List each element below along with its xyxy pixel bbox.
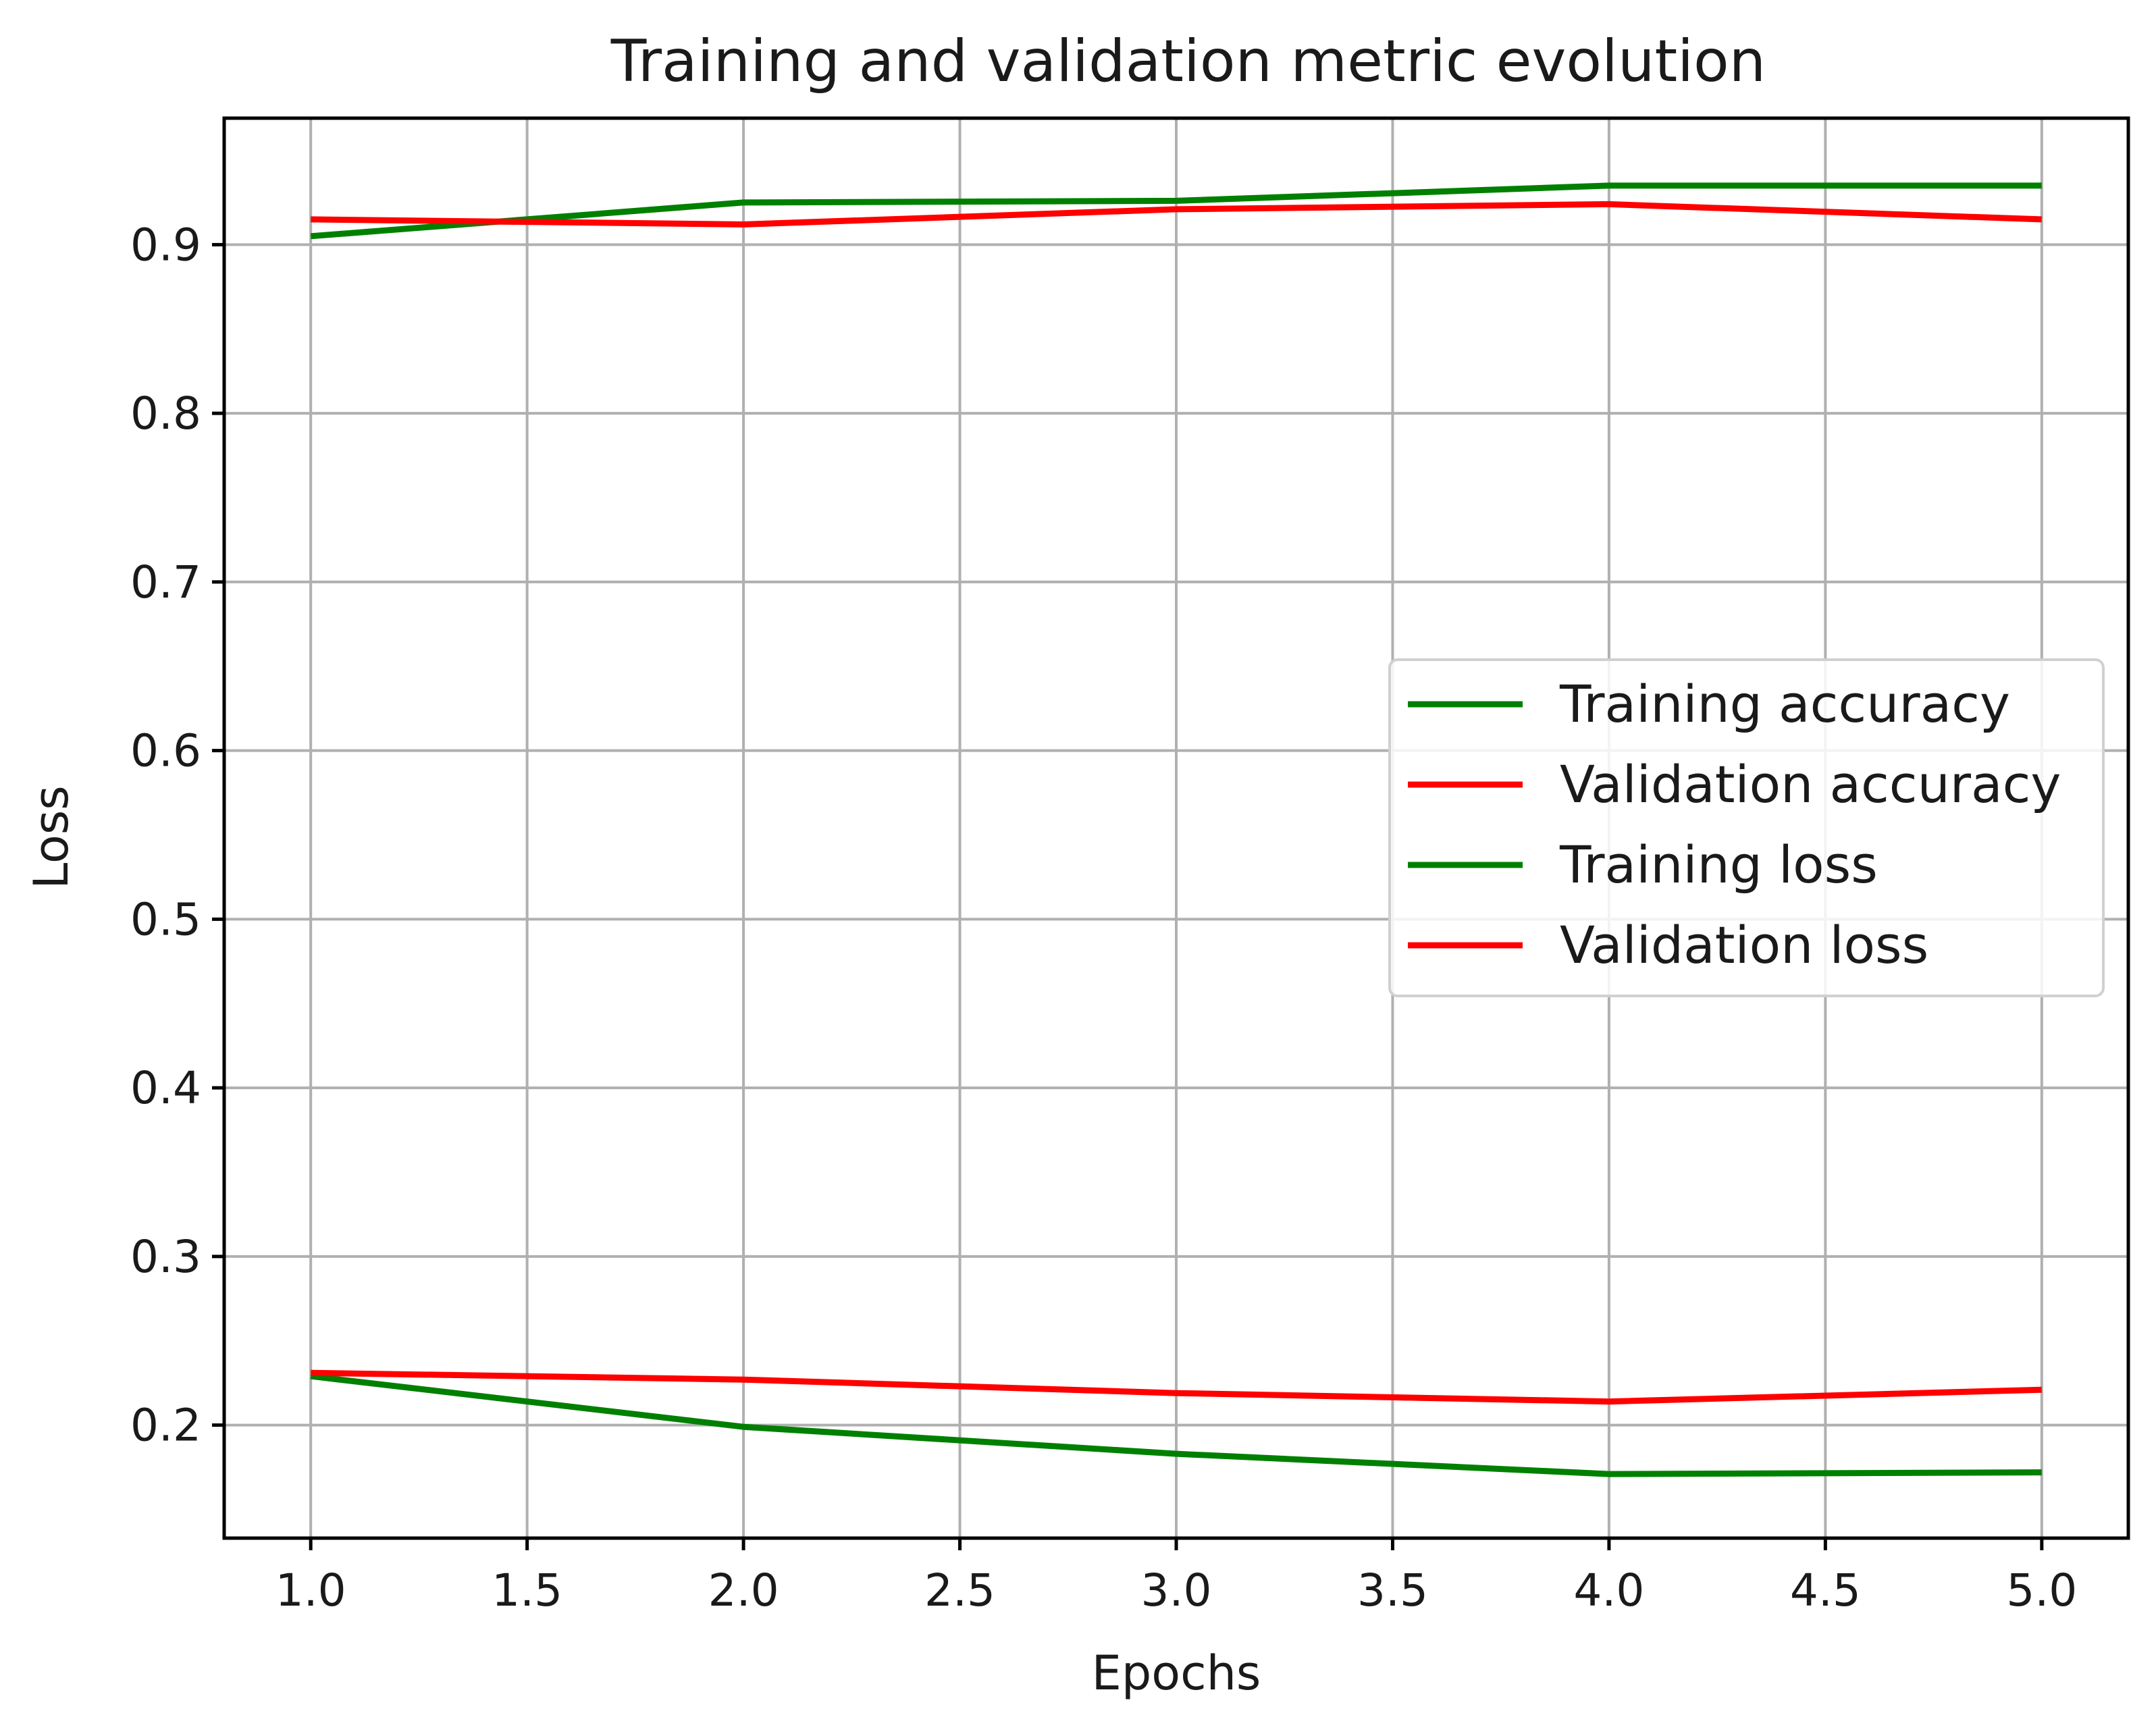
y-axis-label: Loss (24, 785, 79, 889)
legend-box (1388, 658, 2105, 997)
x-axis-ticks: 1.0 1.5 2.0 2.5 3.0 3.5 4.0 4.5 5.0 (275, 1538, 2077, 1616)
y-tick-label: 0.3 (130, 1231, 201, 1283)
legend-label-training-loss: Training loss (1559, 835, 1878, 895)
x-tick-label: 1.5 (492, 1564, 562, 1616)
series-line-training-accuracy (310, 182, 2042, 240)
y-tick-label: 0.6 (130, 725, 201, 777)
x-tick-label: 2.5 (924, 1564, 995, 1616)
x-tick-label: 3.5 (1357, 1564, 1428, 1616)
x-tick-label: 1.0 (275, 1564, 346, 1616)
series-line-validation-accuracy (311, 201, 2042, 228)
x-tick-label: 4.5 (1790, 1564, 1861, 1616)
y-tick-label: 0.5 (130, 893, 201, 945)
y-tick-label: 0.8 (130, 388, 201, 440)
legend: Training accuracy Validation accuracy Trai… (1388, 658, 2105, 997)
x-tick-label: 5.0 (2006, 1564, 2077, 1616)
y-tick-label: 0.2 (130, 1400, 201, 1452)
series-lines (310, 182, 2042, 1477)
y-axis-ticks: 0.2 0.3 0.4 0.5 0.6 0.7 0.8 0.9 (130, 219, 224, 1452)
legend-label-validation-accuracy: Validation accuracy (1560, 754, 2061, 814)
x-tick-label: 4.0 (1573, 1564, 1644, 1616)
y-tick-label: 0.4 (130, 1062, 201, 1114)
legend-label-training-accuracy: Training accuracy (1559, 674, 2010, 734)
legend-label-validation-loss: Validation loss (1560, 915, 1928, 975)
y-tick-label: 0.7 (130, 556, 201, 608)
x-tick-label: 2.0 (708, 1564, 779, 1616)
x-axis-label: Epochs (1092, 1645, 1261, 1701)
y-tick-label: 0.9 (130, 219, 201, 271)
series-line-training-loss (310, 1373, 2042, 1477)
x-tick-label: 3.0 (1141, 1564, 1212, 1616)
grid (224, 118, 2128, 1538)
series-line-validation-loss (311, 1369, 2042, 1405)
chart-title: Training and validation metric evolution (610, 28, 1766, 95)
